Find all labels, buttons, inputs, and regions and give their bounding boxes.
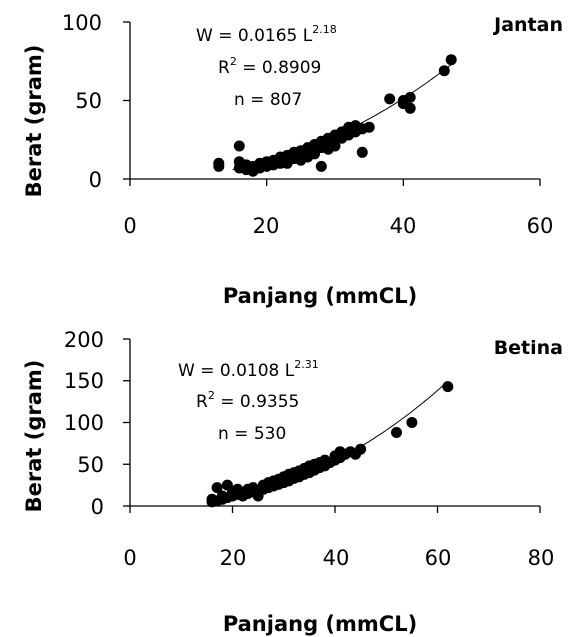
r-squared: R2 = 0.9355	[196, 389, 299, 412]
panel-label: Betina	[494, 337, 563, 359]
x-tick-label: 60	[425, 546, 452, 570]
data-point	[384, 93, 396, 105]
y-tick-label: 200	[64, 328, 104, 352]
sample-size: n = 807	[234, 90, 302, 110]
data-point	[211, 482, 223, 494]
y-tick-label: 50	[75, 89, 102, 113]
data-point	[213, 157, 225, 169]
y-axis-title: Berat (gram)	[22, 45, 46, 198]
data-point	[404, 102, 416, 114]
x-tick-label: 0	[123, 214, 136, 238]
r-squared: R2 = 0.8909	[218, 55, 321, 78]
data-point	[445, 54, 457, 66]
y-tick-label: 0	[89, 168, 102, 192]
x-tick-label: 60	[527, 214, 554, 238]
y-tick-label: 0	[91, 495, 104, 519]
data-point	[355, 443, 367, 455]
y-tick-label: 100	[62, 11, 102, 35]
data-point	[442, 381, 454, 393]
fit-curve	[232, 64, 452, 170]
data-point	[329, 140, 341, 152]
fit-equation: W = 0.0108 L2.31	[178, 358, 319, 381]
data-point	[404, 91, 416, 103]
y-axis-title: Berat (gram)	[22, 360, 46, 513]
chart-panel-jantan: 100 50 0 0 20 40 60 Panjang (mmCL) Berat…	[22, 11, 563, 308]
fit-curve	[211, 381, 449, 501]
fit-equation: W = 0.0165 L2.18	[196, 23, 337, 46]
y-tick-label: 100	[64, 411, 104, 435]
data-point	[363, 121, 375, 133]
sample-size: n = 530	[218, 424, 286, 444]
x-tick-label: 0	[123, 546, 136, 570]
data-point	[391, 427, 402, 438]
x-tick-label: 40	[323, 546, 350, 570]
x-tick-label: 20	[220, 546, 247, 570]
panel-label: Jantan	[492, 14, 563, 36]
x-tick-label: 80	[528, 546, 555, 570]
data-point	[233, 140, 245, 152]
data-point	[315, 160, 327, 172]
x-tick-label: 40	[390, 214, 417, 238]
y-tick-label: 50	[77, 453, 104, 477]
chart-panel-betina: 200 150 100 50 0 0 20 40 60 80 Panjang (…	[22, 328, 563, 636]
y-tick-label: 150	[64, 369, 104, 393]
x-tick-label: 20	[253, 214, 280, 238]
data-point	[406, 417, 418, 428]
x-axis-title: Panjang (mmCL)	[223, 612, 417, 636]
x-axis-title: Panjang (mmCL)	[223, 284, 417, 308]
data-point	[356, 146, 368, 158]
